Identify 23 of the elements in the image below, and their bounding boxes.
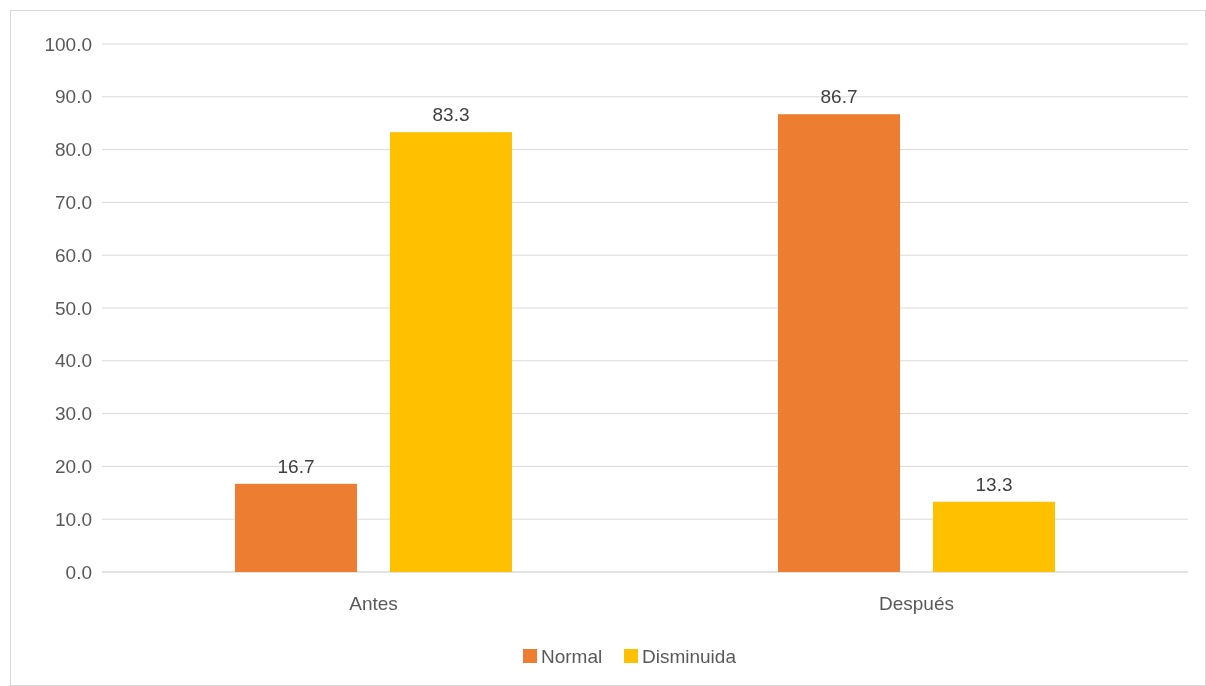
x-tick-label: Antes — [349, 593, 398, 614]
x-tick-label: Después — [879, 593, 954, 614]
y-tick-label: 90.0 — [55, 86, 92, 108]
data-label: 83.3 — [432, 104, 470, 126]
bar — [235, 483, 357, 572]
legend-label: Disminuida — [642, 645, 737, 667]
legend-label: Normal — [541, 645, 603, 667]
y-tick-label: 70.0 — [55, 192, 92, 214]
bar — [933, 501, 1055, 572]
y-tick-label: 80.0 — [55, 139, 92, 161]
y-tick-label: 30.0 — [55, 403, 92, 425]
y-tick-label: 60.0 — [55, 244, 92, 266]
y-tick-label: 20.0 — [55, 456, 92, 478]
y-tick-label: 0.0 — [65, 561, 92, 583]
data-label: 86.7 — [820, 86, 858, 108]
data-label: 13.3 — [975, 473, 1013, 495]
y-tick-label: 50.0 — [55, 297, 92, 319]
bar — [390, 132, 512, 572]
y-tick-label: 40.0 — [55, 350, 92, 372]
bar — [778, 114, 900, 572]
y-tick-label: 100.0 — [44, 33, 92, 55]
data-label: 16.7 — [277, 455, 315, 477]
y-tick-label: 10.0 — [55, 508, 92, 530]
